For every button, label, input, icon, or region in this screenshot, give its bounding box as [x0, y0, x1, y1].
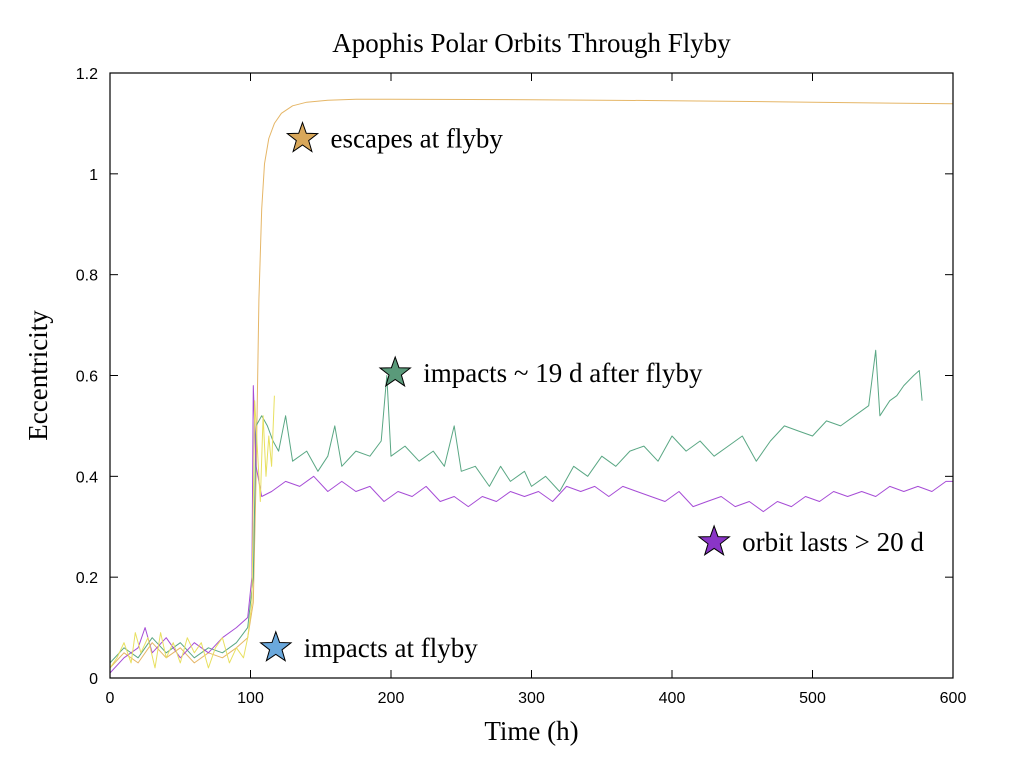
annotation-label: impacts ~ 19 d after flyby — [423, 358, 703, 388]
annotation-label: impacts at flyby — [304, 633, 478, 663]
y-tick-label: 0.6 — [76, 369, 98, 386]
annotations-layer: escapes at flyby impacts ~ 19 d after fly… — [259, 120, 924, 663]
x-tick-label: 100 — [237, 690, 264, 707]
y-tick-label: 1.2 — [76, 66, 98, 83]
x-tick-label: 300 — [518, 690, 545, 707]
series-line-4 — [109, 395, 275, 669]
annotation-star-icon — [378, 355, 412, 388]
y-axis-label: Eccentricity — [23, 310, 53, 441]
x-tick-label: 600 — [940, 690, 967, 707]
x-tick-label: 400 — [659, 690, 686, 707]
annotation-label: orbit lasts > 20 d — [742, 527, 924, 557]
series-line-1 — [109, 98, 954, 669]
y-tick-label: 0 — [89, 671, 98, 688]
x-tick-label: 200 — [378, 690, 405, 707]
x-axis-label: Time (h) — [484, 716, 578, 746]
x-tick-label: 0 — [106, 690, 115, 707]
chart-title: Apophis Polar Orbits Through Flyby — [332, 28, 731, 58]
y-tick-label: 0.2 — [76, 570, 98, 587]
series-line-3 — [109, 385, 953, 674]
x-tick-label: 500 — [799, 690, 826, 707]
y-tick-label: 1 — [89, 167, 98, 184]
annotation-star-icon — [697, 524, 731, 557]
annotation-label: escapes at flyby — [330, 124, 503, 154]
annotation-star-icon — [285, 120, 320, 153]
ticks-layer: 0 100 200 300 400 500 600 0 0.2 0.4 0.6 0.8 1 1.2 — [76, 66, 967, 707]
y-tick-label: 0.4 — [76, 469, 98, 486]
series-line-2 — [109, 349, 923, 664]
annotation-star-icon — [259, 630, 293, 662]
y-tick-label: 0.8 — [76, 268, 98, 285]
series-layer — [109, 98, 954, 674]
